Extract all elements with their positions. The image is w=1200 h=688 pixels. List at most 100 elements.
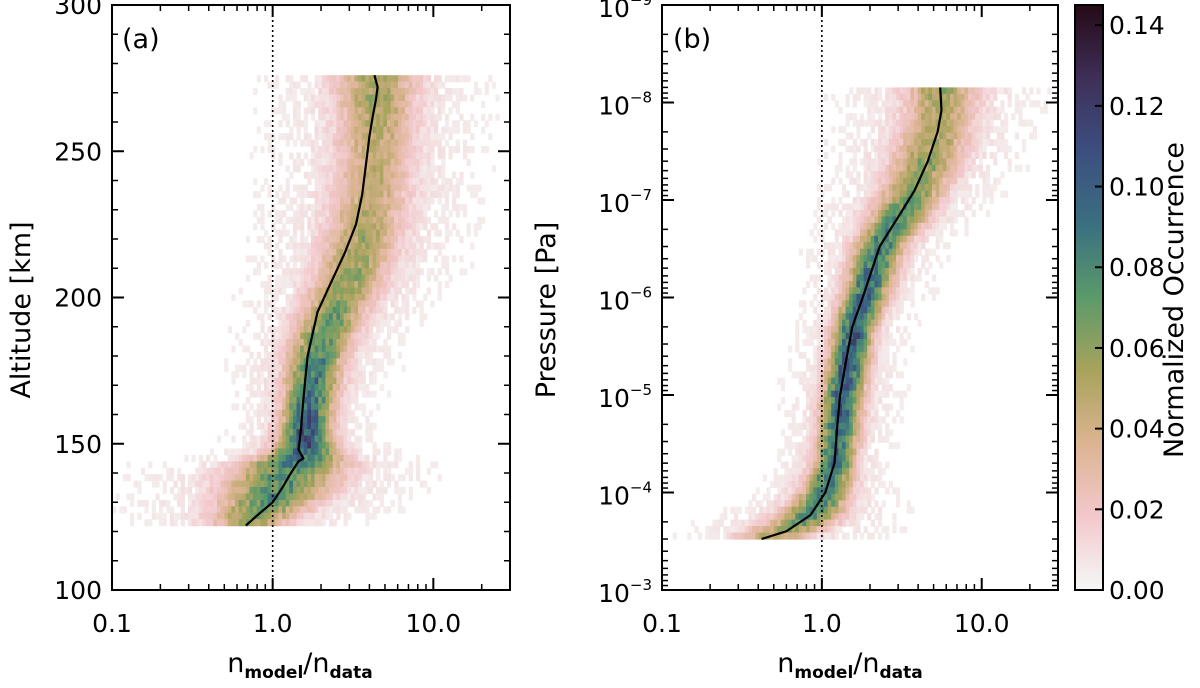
- a-heat-cell: [285, 448, 290, 456]
- a-heat-cell: [336, 512, 341, 520]
- b-heat-cell: [892, 106, 897, 114]
- b-heat-cell: [824, 326, 829, 334]
- b-heat-cell: [971, 93, 976, 101]
- b-heat-cell: [860, 216, 865, 224]
- a-heat-cell: [339, 197, 345, 205]
- a-heat-cell: [383, 145, 388, 154]
- a-heat-cell: [238, 448, 243, 456]
- a-heat-cell: [350, 274, 356, 282]
- a-heat-cell: [376, 493, 381, 501]
- a-heat-cell: [274, 396, 280, 404]
- a-heat-cell: [202, 519, 207, 527]
- a-heat-cell: [224, 429, 229, 437]
- a-heat-cell: [278, 184, 283, 192]
- b-heat-cell: [824, 371, 829, 379]
- a-heat-cell: [242, 519, 247, 527]
- a-heat-cell: [408, 223, 413, 231]
- a-heat-cell: [368, 371, 374, 379]
- a-heat-cell: [386, 351, 392, 359]
- a-heat-cell: [256, 480, 261, 488]
- b-heat-cell: [953, 119, 958, 127]
- a-heat-cell: [274, 210, 280, 218]
- a-heat-cell: [343, 203, 348, 211]
- a-heat-cell: [300, 519, 305, 527]
- a-heat-cell: [401, 145, 406, 154]
- a-heat-cell: [318, 261, 323, 269]
- a-heat-cell: [379, 480, 384, 488]
- b-heat-cell: [852, 371, 857, 379]
- b-heat-cell: [921, 87, 926, 95]
- b-heat-cell: [802, 326, 807, 334]
- a-heat-cell: [394, 165, 399, 173]
- a-heat-cell: [303, 429, 308, 437]
- b-heat-cell: [921, 177, 926, 185]
- a-heat-cell: [274, 448, 280, 456]
- b-heat-cell: [932, 132, 937, 140]
- a-heat-cell: [405, 88, 410, 96]
- a-heat-cell: [455, 191, 460, 199]
- a-heat-cell: [459, 236, 464, 244]
- b-heat-cell: [856, 326, 861, 334]
- a-heat-cell: [376, 133, 381, 141]
- a-heat-cell: [300, 371, 305, 379]
- a-heat-cell: [426, 184, 431, 192]
- a-heat-cell: [473, 223, 479, 231]
- b-heat-cell: [874, 422, 879, 430]
- a-heat-cell: [144, 499, 149, 507]
- b-heat-cell: [896, 203, 901, 211]
- b-heat-cell: [896, 209, 901, 218]
- a-heat-cell: [289, 281, 294, 289]
- a-heat-cell: [140, 467, 146, 475]
- a-heat-cell: [292, 441, 298, 450]
- a-heat-cell: [408, 216, 413, 224]
- b-heat-cell: [953, 87, 958, 95]
- a-heat-cell: [321, 512, 327, 520]
- b-heat-cell: [971, 158, 976, 166]
- a-heat-cell: [419, 139, 424, 147]
- b-heat-cell: [798, 313, 803, 321]
- a-heat-cell: [249, 493, 254, 501]
- b-heat-cell: [878, 145, 883, 153]
- b-heat-cell: [874, 119, 879, 127]
- a-heat-cell: [347, 319, 352, 327]
- b-heat-cell: [899, 93, 904, 101]
- a-heat-cell: [282, 313, 287, 321]
- a-heat-cell: [343, 499, 348, 507]
- a-heat-cell: [419, 94, 424, 102]
- a-heat-cell: [260, 467, 265, 475]
- a-heat-cell: [358, 236, 363, 244]
- b-heat-cell: [806, 397, 811, 405]
- a-heat-cell: [401, 184, 406, 192]
- b-heat-cell: [849, 113, 854, 121]
- b-heat-cell: [978, 113, 983, 121]
- b-heat-cell: [939, 139, 944, 147]
- a-heat-cell: [350, 210, 356, 218]
- b-heat-cell: [838, 345, 843, 353]
- a-heat-cell: [343, 113, 348, 121]
- b-heat-cell: [881, 351, 886, 359]
- a-heat-cell: [311, 448, 316, 456]
- a-heat-cell: [292, 261, 298, 269]
- a-heat-cell: [329, 248, 334, 256]
- b-heat-cell: [874, 145, 879, 153]
- b-heat-cell: [953, 197, 958, 205]
- b-heat-cell: [935, 184, 940, 192]
- b-heat-cell: [838, 255, 843, 263]
- a-heat-cell: [448, 184, 453, 192]
- b-heat-cell: [824, 306, 829, 314]
- a-heat-cell: [311, 512, 316, 520]
- b-heat-cell: [838, 422, 843, 430]
- a-heat-cell: [372, 313, 377, 321]
- a-heat-cell: [332, 319, 337, 327]
- a-heat-cell: [383, 300, 388, 308]
- a-heat-cell: [350, 107, 356, 115]
- a-heat-cell: [321, 390, 327, 398]
- a-heat-cell: [368, 248, 374, 256]
- a-heat-cell: [307, 364, 312, 372]
- b-heat-cell: [856, 403, 861, 411]
- a-heat-cell: [368, 435, 374, 443]
- a-heat-cell: [325, 441, 330, 450]
- a-heat-cell: [318, 113, 323, 121]
- b-heat-cell: [878, 126, 883, 134]
